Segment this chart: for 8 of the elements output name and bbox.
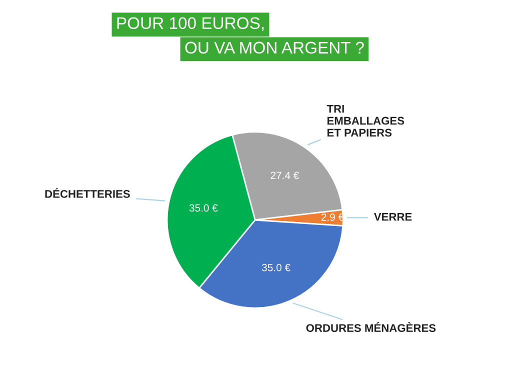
data-label: 35.0 € <box>262 264 290 272</box>
slice-label: ORDURES MÉNAGÈRES <box>306 322 436 332</box>
slice-label: TRI EMBALLAGES ET PAPIERS <box>326 104 404 137</box>
data-label: 35.0 € <box>189 204 218 212</box>
slice-label: DÉCHETTERIES <box>45 188 130 198</box>
slice-label: VERRE <box>374 212 412 221</box>
chart-title: POUR 100 EUROS, OU VA MON ARGENT ? <box>117 17 364 54</box>
data-label: 27.4 € <box>270 172 300 180</box>
